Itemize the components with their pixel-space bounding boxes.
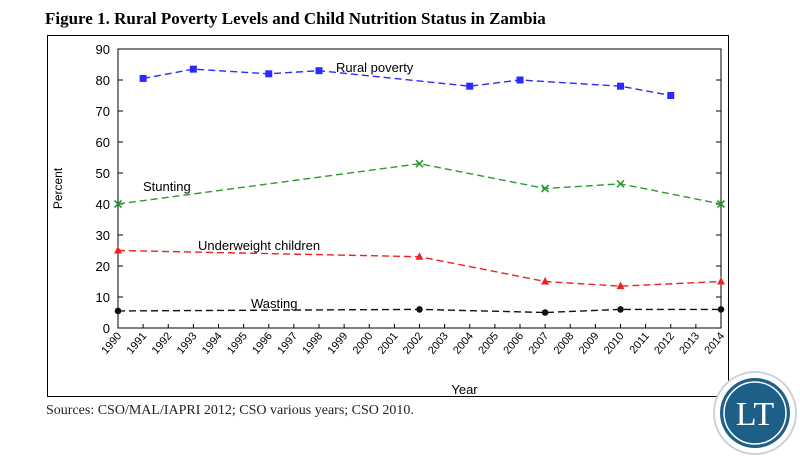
data-point xyxy=(667,92,675,99)
x-tick-label: 2001 xyxy=(376,330,401,356)
x-tick-label: 1999 xyxy=(325,330,350,356)
x-tick-label: 2004 xyxy=(451,330,476,356)
data-point xyxy=(717,306,725,313)
x-tick-label: 1992 xyxy=(150,330,175,356)
x-tick-label: 1993 xyxy=(175,330,200,356)
x-tick-label: 2013 xyxy=(677,330,702,356)
data-point xyxy=(415,159,424,168)
series-label: Stunting xyxy=(143,179,191,194)
marker-stroke xyxy=(716,199,726,209)
data-point xyxy=(616,179,625,188)
data-point xyxy=(466,82,474,90)
x-axis-label: Year xyxy=(451,382,478,397)
data-point xyxy=(716,199,726,209)
x-tick-label: 2002 xyxy=(401,330,426,356)
marker-stroke xyxy=(616,179,625,188)
x-tick-label: 1994 xyxy=(200,330,225,356)
series-line-1 xyxy=(117,162,722,205)
y-tick-label: 90 xyxy=(96,42,110,57)
x-tick-label: 1996 xyxy=(250,330,275,356)
x-tick-label: 2003 xyxy=(426,330,451,356)
x-tick-label: 2011 xyxy=(628,330,652,356)
series-line-0 xyxy=(142,68,671,97)
plot-border xyxy=(117,48,722,329)
x-tick-label: 1998 xyxy=(300,330,325,356)
data-point xyxy=(516,76,524,84)
series-line-3 xyxy=(117,308,721,314)
lt-logo: LT xyxy=(713,371,797,455)
data-point xyxy=(114,246,122,254)
x-tick-label: 2014 xyxy=(702,330,727,356)
x-tick-label: 1997 xyxy=(275,330,300,356)
x-tick-label: 2006 xyxy=(501,330,526,356)
data-point xyxy=(189,65,197,73)
logo-text: LT xyxy=(736,396,775,433)
data-point xyxy=(315,67,323,75)
data-point xyxy=(139,74,147,82)
x-tick-label: 2007 xyxy=(526,330,551,356)
marker-stroke xyxy=(541,184,550,193)
chart-frame: 0 10 20 30 40 50 60 70 80 90 1990 1991 1992 1993 1994 1… xyxy=(47,35,729,397)
x-tick-label: 1995 xyxy=(225,330,250,356)
series-label: Underweight children xyxy=(198,238,320,253)
data-point xyxy=(265,70,273,78)
y-tick-label: 30 xyxy=(96,228,110,243)
data-point xyxy=(541,184,550,193)
y-tick-label: 50 xyxy=(96,166,110,181)
data-point xyxy=(416,306,423,313)
data-point xyxy=(616,281,625,290)
data-point xyxy=(114,307,122,315)
series-label: Rural poverty xyxy=(336,60,414,75)
y-axis-label: Percent xyxy=(51,167,65,209)
y-tick-label: 40 xyxy=(96,197,110,212)
data-point xyxy=(541,277,550,285)
data-point xyxy=(717,277,725,285)
x-tick-label: 2000 xyxy=(351,330,376,356)
data-point xyxy=(617,306,624,313)
x-tick-label: 1991 xyxy=(124,330,149,356)
x-tick-label: 2010 xyxy=(602,330,627,356)
sources-note: Sources: CSO/MAL/IAPRI 2012; CSO various… xyxy=(46,403,414,418)
marker-stroke xyxy=(113,199,123,209)
data-point xyxy=(617,82,624,90)
y-tick-label: 60 xyxy=(96,135,110,150)
figure-title: Figure 1. Rural Poverty Levels and Child… xyxy=(45,9,546,28)
y-tick-label: 10 xyxy=(96,290,110,305)
data-point xyxy=(541,309,549,316)
y-tick-label: 0 xyxy=(103,321,110,336)
data-point xyxy=(113,199,123,209)
x-tick-label: 2012 xyxy=(652,330,677,356)
x-tick-label: 2008 xyxy=(552,330,577,356)
series-label: Wasting xyxy=(251,296,297,311)
data-point xyxy=(415,252,424,260)
x-tick-label: 2009 xyxy=(577,330,602,356)
y-tick-label: 80 xyxy=(96,73,110,88)
y-tick-label: 70 xyxy=(96,104,110,119)
y-tick-label: 20 xyxy=(96,259,110,274)
x-tick-label: 2005 xyxy=(476,330,501,356)
marker-stroke xyxy=(415,159,424,168)
